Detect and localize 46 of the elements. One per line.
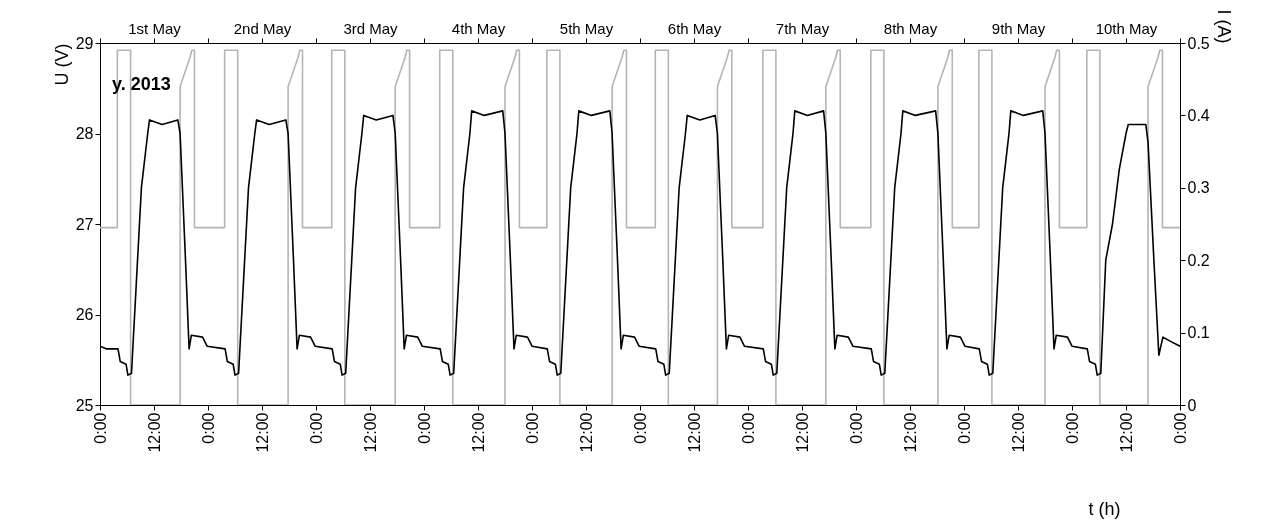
y2-tick-label: 0.2: [1187, 251, 1210, 269]
x2-tick-label: 9th May: [991, 19, 1046, 37]
annotation: y. 2013: [112, 74, 171, 94]
x2-tick-label: 3rd May: [343, 19, 399, 37]
x-tick-label: 12:00: [901, 412, 919, 453]
x-tick-label: 0:00: [1171, 412, 1189, 444]
x-tick-label: 0:00: [631, 412, 649, 444]
x-tick-label: 12:00: [1009, 412, 1027, 453]
x-axis-title: t (h): [1088, 498, 1121, 519]
x-tick-label: 0:00: [1063, 412, 1081, 444]
x-tick-label: 12:00: [253, 412, 271, 453]
x-tick-label: 0:00: [307, 412, 325, 444]
y2-tick-label: 0: [1187, 396, 1197, 414]
x2-tick-label: 6th May: [667, 19, 722, 37]
x2-tick-label: 7th May: [775, 19, 830, 37]
x-tick-label: 12:00: [469, 412, 487, 453]
x-tick-label: 12:00: [577, 412, 595, 453]
x-tick-label: 0:00: [739, 412, 757, 444]
y-tick-label: 28: [75, 125, 94, 142]
x-tick-label: 12:00: [685, 412, 703, 453]
x-tick-label: 0:00: [415, 412, 433, 444]
y2-tick-label: 0.5: [1187, 34, 1210, 52]
x-tick-label: 0:00: [199, 412, 217, 444]
y2-tick-label: 0.4: [1187, 106, 1210, 124]
y-tick-label: 25: [75, 396, 94, 414]
x-tick-label: 0:00: [91, 412, 109, 444]
x-tick-label: 0:00: [523, 412, 541, 444]
y-tick-label: 26: [75, 306, 94, 323]
x-tick-label: 0:00: [847, 412, 865, 444]
x2-tick-label: 1st May: [128, 19, 182, 37]
x-tick-label: 12:00: [361, 412, 379, 453]
y2-tick-label: 0.1: [1187, 324, 1210, 342]
x-tick-label: 12:00: [1117, 412, 1135, 453]
x2-tick-label: 8th May: [883, 19, 938, 37]
x2-tick-label: 2nd May: [233, 19, 292, 37]
x2-tick-label: 5th May: [559, 19, 614, 37]
y2-tick-label: 0.3: [1187, 179, 1210, 197]
y-tick-label: 29: [75, 34, 94, 52]
x2-tick-label: 10th May: [1095, 19, 1158, 37]
x-tick-label: 12:00: [145, 412, 163, 453]
x-tick-label: 12:00: [793, 412, 811, 453]
x-tick-label: 0:00: [955, 412, 973, 444]
y-tick-label: 27: [75, 215, 94, 233]
y-axis-title: U (V): [51, 43, 72, 86]
y2-axis-title: I (A): [1213, 9, 1234, 44]
x2-tick-label: 4th May: [451, 19, 506, 37]
